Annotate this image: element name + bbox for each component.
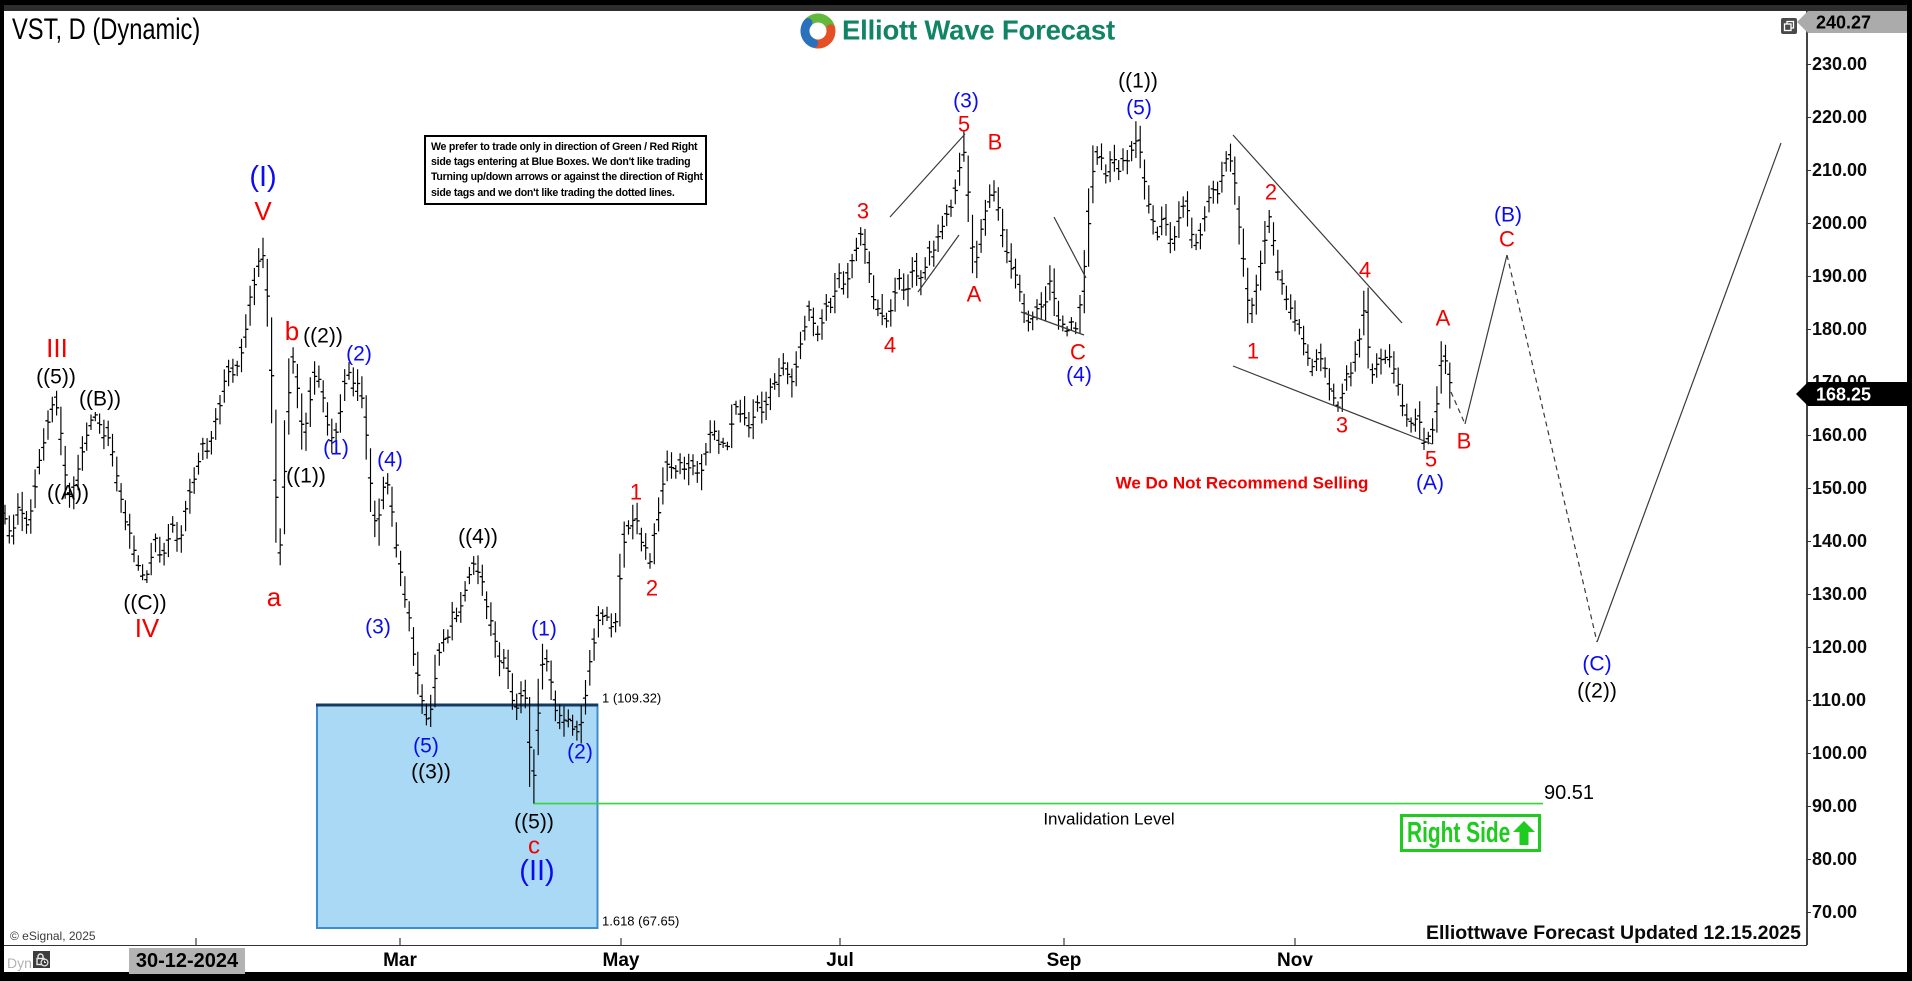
svg-text:(1): (1): [323, 437, 349, 460]
svg-text:C: C: [1070, 340, 1086, 365]
svg-text:168.25: 168.25: [1816, 385, 1871, 405]
svg-text:5: 5: [958, 112, 970, 137]
svg-text:(2): (2): [567, 741, 593, 764]
svg-text:((5)): ((5)): [514, 811, 554, 834]
svg-text:1: 1: [630, 480, 642, 505]
svg-text:((C)): ((C)): [123, 592, 166, 615]
svg-text:((2)): ((2)): [303, 325, 343, 348]
svg-text:1.618 (67.65): 1.618 (67.65): [602, 914, 679, 929]
svg-text:c: c: [528, 833, 540, 860]
svg-text:(4): (4): [1066, 364, 1092, 387]
svg-text:((B)): ((B)): [79, 388, 121, 411]
svg-text:B: B: [1457, 429, 1472, 454]
svg-text:Elliott Wave Forecast: Elliott Wave Forecast: [842, 15, 1115, 46]
svg-text:2: 2: [1265, 180, 1277, 205]
svg-text:1: 1: [1247, 339, 1259, 364]
svg-text:A: A: [967, 282, 982, 307]
svg-text:(B): (B): [1494, 204, 1522, 227]
svg-text:V: V: [254, 196, 272, 226]
svg-text:90.51: 90.51: [1544, 782, 1594, 804]
svg-text:2: 2: [646, 576, 658, 601]
svg-text:(5): (5): [413, 735, 439, 758]
svg-text:(3): (3): [365, 616, 391, 639]
svg-text:(I): (I): [249, 161, 276, 193]
svg-text:IV: IV: [135, 613, 160, 643]
svg-text:(5): (5): [1126, 97, 1152, 120]
svg-text:b: b: [285, 316, 299, 346]
svg-text:4: 4: [884, 333, 896, 358]
svg-text:(2): (2): [346, 343, 372, 366]
svg-text:(II): (II): [519, 855, 554, 887]
svg-text:((5)): ((5)): [36, 366, 76, 389]
svg-text:(3): (3): [953, 90, 979, 113]
svg-text:((1)): ((1)): [1118, 70, 1158, 93]
svg-text:3: 3: [857, 199, 869, 224]
svg-text:(4): (4): [377, 449, 403, 472]
svg-text:III: III: [46, 333, 68, 363]
svg-text:((2)): ((2)): [1577, 680, 1617, 703]
svg-text:C: C: [1499, 227, 1515, 252]
svg-text:(A): (A): [1416, 472, 1444, 495]
svg-text:((1)): ((1)): [286, 465, 326, 488]
svg-text:5: 5: [1425, 447, 1437, 472]
svg-text:1 (109.32): 1 (109.32): [602, 691, 661, 706]
svg-text:((A)): ((A)): [47, 482, 89, 505]
svg-text:a: a: [267, 582, 282, 612]
svg-text:B: B: [988, 130, 1003, 155]
svg-text:4: 4: [1359, 258, 1371, 283]
svg-text:We Do Not Recommend Selling: We Do Not Recommend Selling: [1116, 474, 1369, 493]
svg-text:((3)): ((3)): [411, 761, 451, 784]
svg-text:3: 3: [1336, 413, 1348, 438]
svg-text:Invalidation Level: Invalidation Level: [1043, 810, 1174, 829]
svg-text:((4)): ((4)): [458, 526, 498, 549]
svg-text:A: A: [1436, 306, 1451, 331]
svg-text:240.27: 240.27: [1816, 13, 1871, 33]
svg-text:(C): (C): [1582, 653, 1611, 676]
svg-text:(1): (1): [531, 618, 557, 641]
